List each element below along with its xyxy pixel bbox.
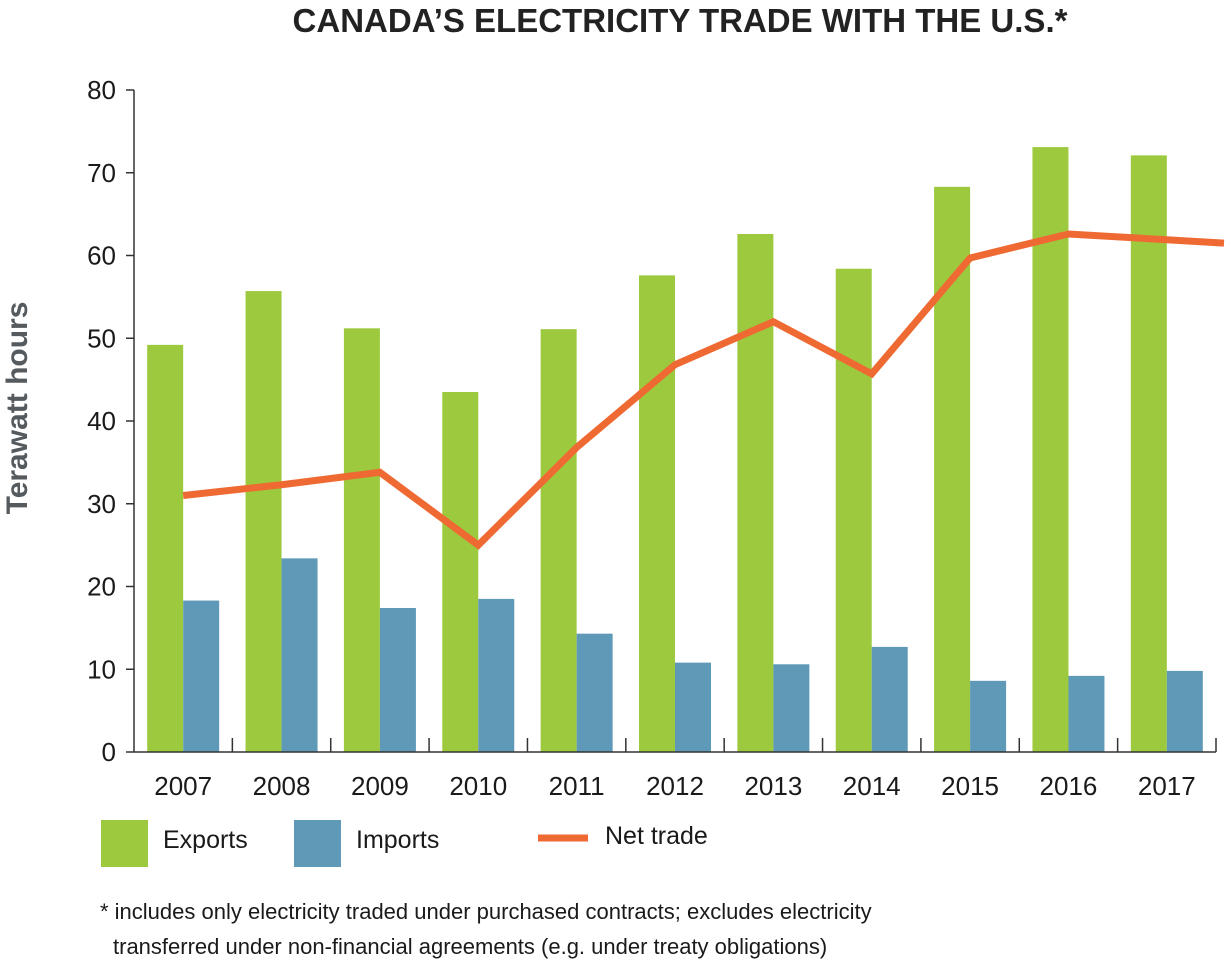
- exports-bar: [147, 344, 184, 752]
- exports-bar: [540, 329, 577, 752]
- y-tick-label: 0: [102, 737, 116, 767]
- net-trade-line-group: [182, 230, 1225, 550]
- legend-label-exports: Exports: [163, 826, 248, 854]
- y-tick-label: 50: [87, 323, 116, 353]
- x-tick-label: 2010: [449, 771, 507, 801]
- bars: [147, 147, 1203, 753]
- net-trade-line: [182, 230, 1225, 550]
- exports-bar: [835, 268, 872, 752]
- legend-swatch-imports: [294, 820, 341, 867]
- x-tick-label: 2015: [941, 771, 999, 801]
- imports-bar: [675, 662, 711, 752]
- y-tick-label: 60: [87, 241, 116, 271]
- y-tick-label: 10: [87, 654, 116, 684]
- exports-bar: [245, 291, 282, 752]
- y-tick-label: 20: [87, 572, 116, 602]
- exports-bar: [934, 186, 971, 752]
- footnote-line-2: transferred under non-financial agreemen…: [113, 934, 827, 959]
- imports-bar: [871, 646, 908, 752]
- y-tick-label: 40: [87, 406, 116, 436]
- x-tick-label: 2017: [1138, 771, 1196, 801]
- imports-bar: [379, 608, 416, 752]
- footnote-line-1: * includes only electricity traded under…: [100, 899, 872, 924]
- imports-bar: [281, 558, 318, 752]
- exports-bar: [343, 328, 380, 752]
- chart-title: CANADA’S ELECTRICITY TRADE WITH THE U.S.…: [293, 2, 1068, 39]
- x-tick-label: 2014: [843, 771, 901, 801]
- imports-bar: [1166, 670, 1203, 752]
- x-axis: 2007 2008 2009 2010 2011 2012 2013 2014 2015 2016…: [154, 738, 1217, 801]
- x-tick-label: 2016: [1040, 771, 1098, 801]
- x-tick-label: 2009: [351, 771, 409, 801]
- legend-label-imports: Imports: [356, 826, 439, 854]
- y-tick-label: 70: [87, 158, 116, 188]
- legend-swatch-exports: [101, 820, 148, 867]
- x-tick-label: 2008: [253, 771, 311, 801]
- x-tick-label: 2013: [744, 771, 802, 801]
- imports-bar: [773, 664, 810, 752]
- y-tick-label: 30: [87, 489, 116, 519]
- imports-bar: [1068, 675, 1105, 752]
- exports-bar: [1130, 155, 1167, 752]
- y-axis-label: Terawatt hours: [1, 302, 34, 515]
- exports-bar: [442, 392, 479, 752]
- x-tick-label: 2012: [646, 771, 704, 801]
- imports-bar: [183, 600, 220, 752]
- imports-bar: [478, 598, 515, 752]
- exports-bar: [1032, 147, 1069, 752]
- legend-label-net-trade: Net trade: [605, 822, 708, 850]
- imports-bar: [970, 680, 1007, 752]
- imports-bar: [576, 633, 613, 752]
- x-tick-label: 2007: [154, 771, 212, 801]
- y-tick-label: 80: [87, 75, 116, 105]
- x-tick-label: 2011: [549, 771, 605, 801]
- exports-bar: [737, 233, 774, 753]
- y-axis: 0 10 20 30 40 50 60 70 80: [87, 75, 134, 767]
- legend: Exports Imports Net trade: [101, 820, 708, 867]
- exports-bar: [639, 275, 675, 752]
